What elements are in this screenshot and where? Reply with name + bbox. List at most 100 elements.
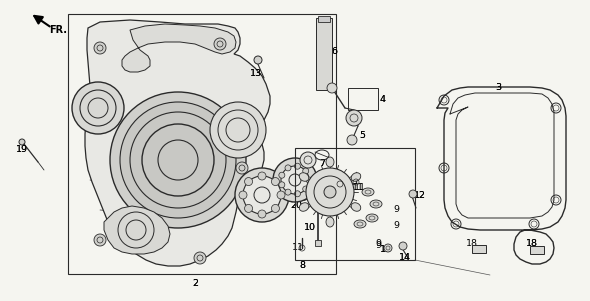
Text: 3: 3 [495,83,501,92]
Ellipse shape [94,42,106,54]
Ellipse shape [354,220,366,228]
Text: 19: 19 [16,145,28,154]
Text: 2: 2 [192,280,198,288]
Text: 8: 8 [299,260,305,269]
Text: 7: 7 [319,160,325,169]
Bar [530,246,544,254]
Ellipse shape [194,252,206,264]
Ellipse shape [279,182,285,188]
Text: 17: 17 [294,182,306,191]
Text: 20: 20 [290,201,302,210]
Text: 9: 9 [375,241,381,250]
Polygon shape [104,206,170,254]
Text: FR.: FR. [49,25,67,35]
Ellipse shape [409,190,417,198]
Ellipse shape [214,38,226,50]
Ellipse shape [210,102,266,158]
Text: 16: 16 [97,116,109,125]
Ellipse shape [236,162,248,174]
Text: 16: 16 [97,116,109,125]
Ellipse shape [327,83,337,93]
Ellipse shape [326,157,334,167]
Text: 21: 21 [252,206,264,215]
Ellipse shape [362,188,374,196]
Text: 5: 5 [359,132,365,141]
Ellipse shape [254,56,262,64]
Bar [318,16,330,22]
Ellipse shape [399,242,407,250]
Bar [348,88,378,110]
Ellipse shape [239,191,247,199]
Ellipse shape [326,217,334,227]
Text: 13: 13 [250,69,262,77]
Ellipse shape [300,152,316,168]
Polygon shape [122,24,236,72]
Text: 11: 11 [354,182,366,191]
Ellipse shape [370,200,382,208]
Text: 10: 10 [304,224,316,232]
Ellipse shape [285,165,291,171]
Text: 4: 4 [379,95,385,104]
Ellipse shape [303,186,309,192]
Ellipse shape [366,214,378,222]
Text: 13: 13 [250,69,262,77]
Text: 3: 3 [495,83,501,92]
Ellipse shape [243,176,281,214]
Text: 10: 10 [304,224,316,232]
Ellipse shape [110,92,246,228]
Bar [472,245,486,253]
Text: 19: 19 [16,145,28,154]
Ellipse shape [94,234,106,246]
Ellipse shape [258,172,266,180]
Bar [315,240,321,246]
Text: 5: 5 [359,132,365,141]
Ellipse shape [351,173,360,181]
Ellipse shape [279,172,285,178]
Text: 12: 12 [414,191,426,200]
Ellipse shape [306,168,354,216]
Text: 14: 14 [399,253,411,262]
Ellipse shape [19,139,25,145]
Text: 11: 11 [352,182,364,191]
Text: 11: 11 [334,187,346,196]
Text: 14: 14 [399,253,411,262]
Ellipse shape [299,173,309,181]
Ellipse shape [277,191,285,199]
Text: 8: 8 [299,260,305,269]
Text: 11: 11 [292,244,304,253]
Text: 6: 6 [331,46,337,55]
Bar [316,18,332,90]
Text: 15: 15 [380,246,392,255]
Ellipse shape [245,178,253,185]
Text: 15: 15 [380,246,392,255]
Ellipse shape [324,186,336,198]
Bar [295,148,415,260]
Ellipse shape [294,163,300,169]
Text: 9: 9 [393,206,399,215]
Ellipse shape [72,82,124,134]
Ellipse shape [258,210,266,218]
Text: 2: 2 [192,280,198,288]
Ellipse shape [281,166,309,194]
Text: 17: 17 [294,182,306,191]
Ellipse shape [299,203,309,211]
Text: 18: 18 [526,240,538,249]
Text: 9: 9 [375,240,381,249]
Text: 18: 18 [526,240,538,249]
Ellipse shape [306,177,312,183]
Ellipse shape [303,168,309,174]
Ellipse shape [271,178,280,185]
Ellipse shape [346,110,362,126]
Text: 12: 12 [414,191,426,200]
Ellipse shape [273,158,317,202]
Text: 4: 4 [379,95,385,104]
Ellipse shape [285,189,291,195]
Text: 9: 9 [393,222,399,231]
Ellipse shape [347,135,357,145]
Text: 20: 20 [290,201,302,210]
Ellipse shape [384,244,392,252]
Text: 21: 21 [252,206,264,215]
Ellipse shape [120,102,236,218]
Text: 18: 18 [466,240,478,249]
Ellipse shape [351,203,360,211]
